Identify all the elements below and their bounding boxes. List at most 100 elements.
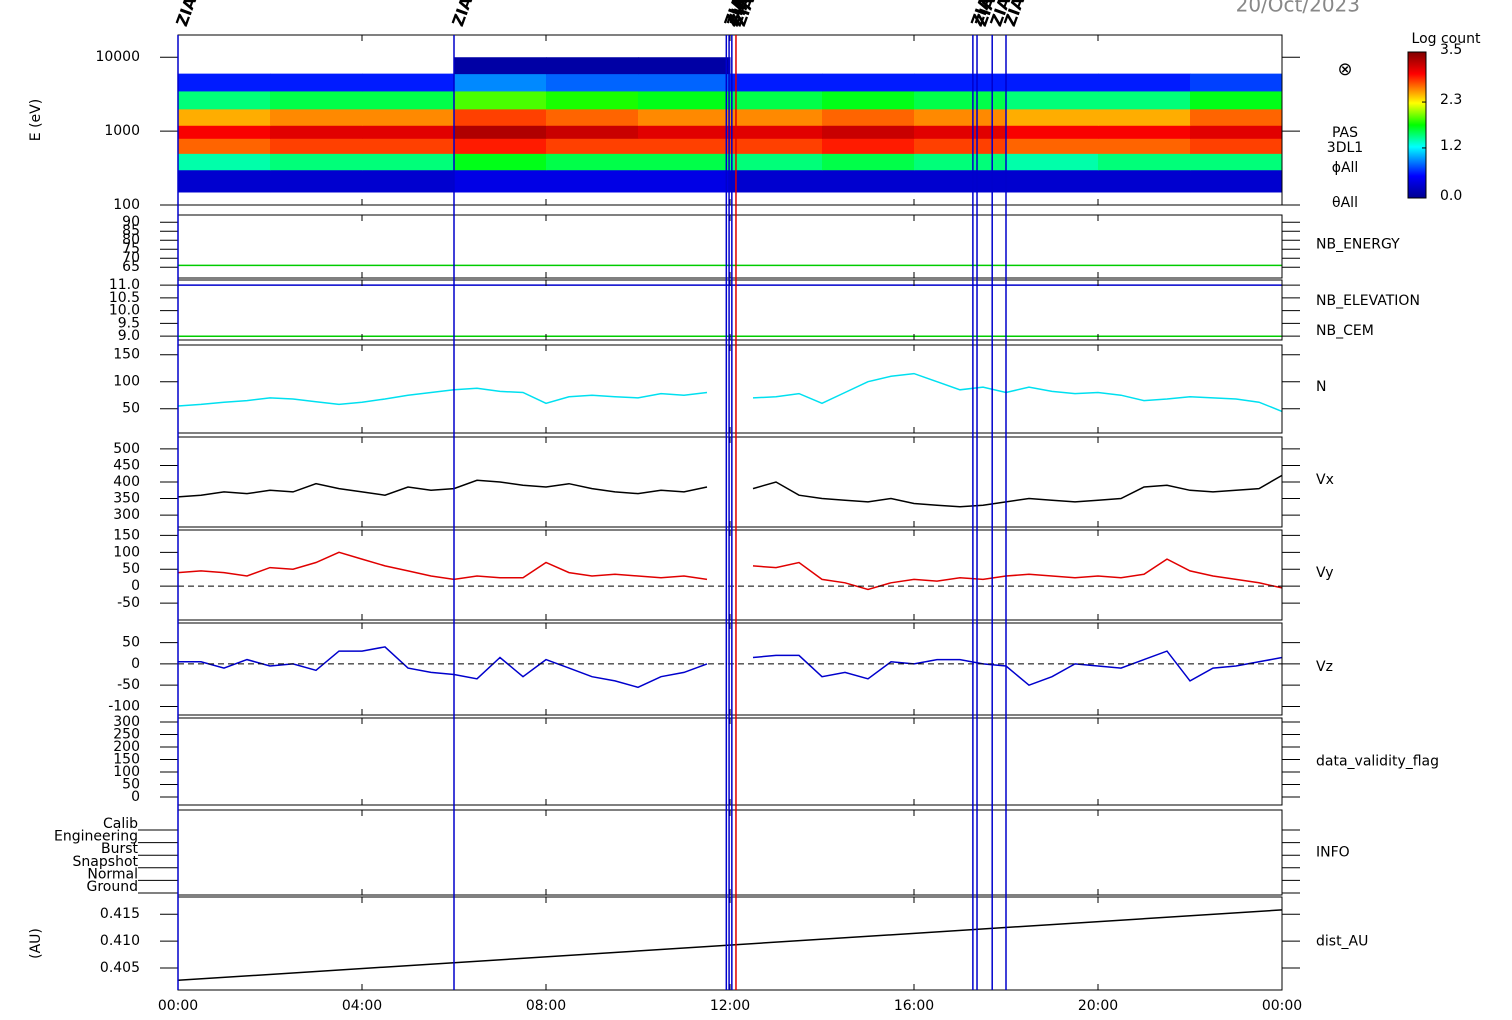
heatmap-cell (730, 108, 823, 126)
y-tick-label: 9.5 (118, 315, 140, 331)
heatmap-cell (1190, 73, 1283, 92)
colorbar-title: Log count (1412, 31, 1481, 47)
heatmap-cell (454, 153, 547, 171)
heatmap-cell (638, 153, 731, 171)
side-label: 3DL1 (1327, 140, 1363, 156)
colorbar-tick-label: 3.5 (1440, 42, 1462, 58)
heatmap-cell (1190, 153, 1283, 171)
heatmap-cell (546, 90, 639, 110)
y-category-label: Ground (87, 879, 139, 895)
heatmap-cell (822, 169, 915, 193)
y-tick-label: 500 (113, 441, 140, 457)
panel-frame (177, 622, 1283, 716)
heatmap-cell (730, 138, 823, 154)
heatmap-cell (730, 169, 823, 193)
x-tick-label: 20:00 (1078, 998, 1118, 1014)
panel-frame (177, 214, 1283, 279)
series-label: NB_CEM (1316, 323, 1374, 339)
y-tick-label: 0 (131, 656, 140, 672)
y-tick-label: 300 (113, 714, 140, 730)
series-line (177, 909, 1283, 982)
y-tick-label: 1000 (104, 123, 140, 139)
series-label: NB_ENERGY (1316, 237, 1400, 253)
heatmap-cell (730, 125, 823, 139)
y-tick-label: 150 (113, 527, 140, 543)
y-tick-label: 100 (113, 544, 140, 560)
panel-frame (177, 896, 1283, 991)
y-tick-label: 75 (122, 241, 140, 257)
heatmap-cell (1098, 108, 1191, 126)
y-tick-label: 100 (113, 374, 140, 390)
heatmap-cell (1006, 138, 1099, 154)
y-tick-label: 100 (113, 197, 140, 213)
x-tick-label: 12:00 (710, 998, 750, 1014)
event-label: ZIAS (172, 0, 204, 29)
heatmap-cell (638, 138, 731, 154)
y-tick-label: 9.0 (118, 328, 140, 344)
heatmap-cell (914, 90, 1007, 110)
y-tick-label: 10.0 (109, 303, 140, 319)
heatmap-cell (1098, 169, 1191, 193)
heatmap-cell (362, 153, 455, 171)
colorbar-tick-label: 0.0 (1440, 188, 1462, 204)
y-category-label: Snapshot (73, 854, 139, 870)
y-tick-label: 100 (113, 764, 140, 780)
heatmap-cell (546, 108, 639, 126)
heatmap-cell (362, 169, 455, 193)
y-tick-label: 90 (122, 214, 140, 230)
heatmap-cell (822, 138, 915, 154)
heatmap-cell (1190, 90, 1283, 110)
y-axis-label: (AU) (28, 928, 44, 959)
heatmap-cell (546, 125, 639, 139)
heatmap-cell (822, 108, 915, 126)
panel-frame (177, 529, 1283, 621)
series-label: Vz (1316, 659, 1333, 675)
symbol: ⊗ (1337, 59, 1352, 80)
heatmap-cell (178, 125, 271, 139)
panel-label: INFO (1316, 845, 1350, 861)
heatmap-cell (1190, 138, 1283, 154)
y-tick-label: -50 (117, 677, 140, 693)
heatmap-cell (454, 108, 547, 126)
heatmap-cell (638, 108, 731, 126)
heatmap-cell (730, 90, 823, 110)
y-tick-label: 0 (131, 789, 140, 805)
y-category-label: Burst (101, 841, 139, 857)
x-tick-label: 16:00 (894, 998, 934, 1014)
heatmap-cell (1098, 138, 1191, 154)
x-tick-label: 08:00 (526, 998, 566, 1014)
heatmap-cell (914, 138, 1007, 154)
heatmap-cell (270, 73, 363, 92)
event-label: ZIAS (448, 0, 480, 29)
y-tick-label: 50 (122, 561, 140, 577)
y-tick-label: 50 (122, 635, 140, 651)
panel-label: data_validity_flag (1316, 754, 1439, 770)
heatmap-cell (270, 108, 363, 126)
panel-frame (177, 279, 1283, 341)
heatmap-cell (822, 125, 915, 139)
y-tick-label: 0.415 (100, 906, 140, 922)
heatmap-cell (638, 57, 731, 75)
heatmap-cell (178, 169, 271, 193)
date: 20/Oct/2023 (1236, 0, 1360, 17)
heatmap-cell (914, 108, 1007, 126)
heatmap-cell (1190, 169, 1283, 193)
heatmap-cell (914, 73, 1007, 92)
heatmap-cell (546, 73, 639, 92)
y-tick-label: 150 (113, 347, 140, 363)
series-line (177, 551, 1283, 591)
heatmap-cell (822, 153, 915, 171)
y-tick-label: 450 (113, 457, 140, 473)
series-label: NB_ELEVATION (1316, 293, 1420, 309)
heatmap-cell (362, 90, 455, 110)
x-tick-label: 04:00 (342, 998, 382, 1014)
heatmap-cell (362, 125, 455, 139)
heatmap-cell (1098, 153, 1191, 171)
x-tick-label: 00:00 (1262, 998, 1302, 1014)
heatmap-cell (1098, 125, 1191, 139)
heatmap-cell (454, 73, 547, 92)
series-label: dist_AU (1316, 934, 1368, 950)
heatmap-cell (362, 108, 455, 126)
y-tick-label: 400 (113, 474, 140, 490)
